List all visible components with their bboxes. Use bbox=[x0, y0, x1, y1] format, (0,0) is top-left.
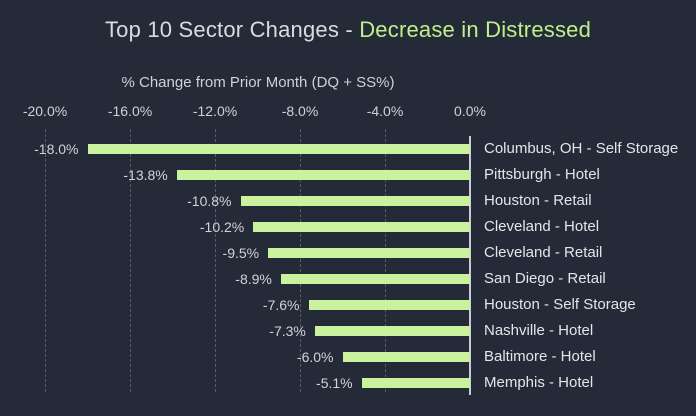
zero-axis-line bbox=[469, 136, 471, 395]
bar-value-label: -5.1% bbox=[316, 375, 353, 391]
bar bbox=[280, 274, 470, 284]
axis-title: % Change from Prior Month (DQ + SS%) bbox=[121, 74, 395, 91]
bar bbox=[342, 352, 470, 362]
bar bbox=[308, 300, 470, 310]
bar-category-label: San Diego - Retail bbox=[484, 270, 606, 287]
gridline bbox=[300, 129, 301, 392]
bar-category-label: Pittsburgh - Hotel bbox=[484, 166, 600, 183]
bar bbox=[268, 248, 470, 258]
bar-category-label: Nashville - Hotel bbox=[484, 322, 594, 339]
tick-label: -16.0% bbox=[107, 103, 153, 119]
tick-label: -12.0% bbox=[192, 103, 238, 119]
bar-category-label: Houston - Self Storage bbox=[484, 296, 636, 313]
bar-value-label: -13.8% bbox=[123, 167, 168, 183]
gridline bbox=[215, 129, 216, 392]
bar-value-label: -8.9% bbox=[235, 271, 272, 287]
bar-value-label: -10.2% bbox=[199, 219, 245, 235]
bar bbox=[240, 196, 470, 206]
bar-value-label: -9.5% bbox=[222, 245, 260, 261]
tick-label: -4.0% bbox=[366, 103, 404, 119]
tick-label: 0.0% bbox=[454, 103, 486, 119]
bar-value-label: -7.6% bbox=[262, 297, 300, 313]
bar bbox=[176, 170, 470, 180]
bar-value-label: -18.0% bbox=[34, 141, 79, 157]
bar-value-label: -6.0% bbox=[296, 349, 334, 365]
gridline bbox=[130, 129, 131, 392]
bar-category-label: Columbus, OH - Self Storage bbox=[484, 140, 679, 157]
bar bbox=[314, 326, 470, 336]
chart-title-accent: Decrease in Distressed bbox=[359, 17, 592, 42]
tick-label: -20.0% bbox=[22, 103, 68, 119]
gridline bbox=[45, 129, 46, 392]
bar bbox=[253, 222, 470, 232]
bar bbox=[361, 378, 470, 388]
gridline bbox=[385, 129, 386, 392]
bar-category-label: Houston - Retail bbox=[484, 192, 592, 209]
tick-label: -8.0% bbox=[281, 103, 319, 119]
bar bbox=[87, 144, 470, 154]
chart-title-text: Top 10 Sector Changes - bbox=[104, 17, 360, 42]
bar-value-label: -7.3% bbox=[269, 323, 306, 339]
chart-title: Top 10 Sector Changes - Decrease in Dist… bbox=[0, 17, 696, 43]
bar-value-label: -10.8% bbox=[187, 193, 232, 209]
bar-category-label: Memphis - Hotel bbox=[484, 374, 594, 391]
bar-category-label: Cleveland - Hotel bbox=[484, 218, 600, 235]
bar-category-label: Cleveland - Retail bbox=[484, 244, 603, 261]
bar-category-label: Baltimore - Hotel bbox=[484, 348, 596, 365]
